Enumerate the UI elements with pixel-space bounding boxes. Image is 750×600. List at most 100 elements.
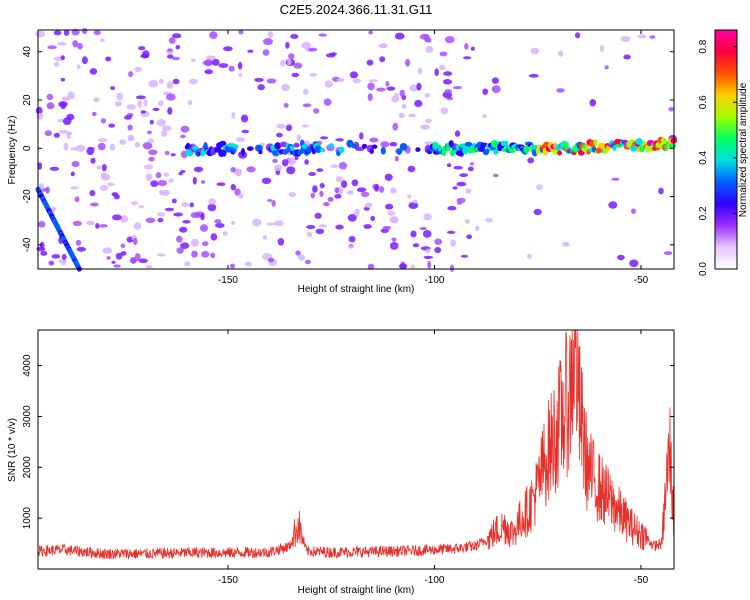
spectrogram-cell xyxy=(200,180,206,184)
spectrogram-cell xyxy=(276,123,286,129)
spectrogram-cell xyxy=(231,112,236,119)
spectrogram-cell xyxy=(291,72,300,78)
spectrogram-cell xyxy=(116,92,124,101)
spectrogram-cell xyxy=(192,176,197,185)
spectrogram-cell xyxy=(446,230,456,234)
spectrogram-cell xyxy=(112,214,122,221)
spectrogram-cell xyxy=(442,91,453,99)
carrier-band-cell xyxy=(593,139,598,147)
spectrogram-cell xyxy=(201,241,209,247)
spectrogram-cell xyxy=(288,192,297,197)
carrier-band-cell xyxy=(338,146,345,153)
spectrogram-cell xyxy=(423,213,432,221)
spectrogram-cell xyxy=(89,190,96,197)
spectrogram-cell xyxy=(425,45,434,53)
spectrogram-cell xyxy=(346,190,354,195)
spectrogram-cell xyxy=(170,153,176,157)
spectrogram-cell xyxy=(367,263,375,270)
spectrogram-cell xyxy=(360,191,370,197)
spectrogram-cell xyxy=(172,56,180,61)
y-tick-label: 0 xyxy=(22,145,33,151)
spectrogram-cell xyxy=(203,59,214,67)
spectrogram-cell xyxy=(214,219,222,224)
spectrogram-cell xyxy=(171,198,177,204)
spectrogram-cell xyxy=(157,212,166,217)
spectrogram-cell xyxy=(124,115,132,120)
spectrogram-cell xyxy=(296,134,301,142)
spectrogram-cell xyxy=(182,220,191,224)
spectrogram-cell xyxy=(663,251,673,256)
spectrogram-cell xyxy=(187,100,193,106)
spectrogram-cell xyxy=(316,168,324,172)
spectrogram-cell xyxy=(385,81,390,87)
spectrogram-cell xyxy=(312,185,318,193)
y-tick-label: 1000 xyxy=(22,507,33,530)
carrier-band-cell xyxy=(246,146,254,152)
spectrogram-cell xyxy=(459,173,469,178)
spectrogram-cell xyxy=(60,55,65,61)
spectrogram-cell xyxy=(608,201,618,209)
spectrogram-cell xyxy=(45,186,50,194)
spectrogram-cell xyxy=(189,202,194,208)
spectrogram-cell xyxy=(247,49,254,53)
spectrogram-cell xyxy=(162,125,172,131)
carrier-band-cell xyxy=(635,138,643,145)
spectrogram-cell xyxy=(157,218,164,223)
spectrogram-cell xyxy=(414,99,423,108)
carrier-band-cell xyxy=(219,140,227,147)
spectrogram-cell xyxy=(434,238,443,245)
snr-frame xyxy=(37,329,675,570)
spectrogram-cell xyxy=(283,102,289,108)
spectrogram-cell xyxy=(48,260,54,266)
spectrogram-cell xyxy=(407,165,416,173)
spectrogram-cell xyxy=(164,207,175,212)
spectrogram-cell xyxy=(175,45,181,50)
spectrogram-cell xyxy=(37,221,46,228)
spectrogram-cell xyxy=(167,48,173,52)
spectrogram-cell xyxy=(271,200,276,207)
spectrogram-cell xyxy=(128,71,134,78)
spectrogram-cell xyxy=(111,192,119,197)
spectrogram-cell xyxy=(394,32,405,40)
spectrogram-cell xyxy=(180,170,186,173)
spectrogram-cell xyxy=(161,189,170,197)
spectrogram-cell xyxy=(274,220,284,227)
spectrogram-cell xyxy=(99,185,109,191)
spectrogram-cell xyxy=(81,27,88,35)
spectrogram-cell xyxy=(385,203,394,210)
spectrogram-cell xyxy=(145,173,153,182)
snr-y-axis-label: SNR (10 * v/v) xyxy=(7,418,18,482)
spectrogram-cell xyxy=(71,161,80,168)
spectrogram-cell xyxy=(190,212,201,219)
carrier-band-cell xyxy=(328,143,334,149)
spectrogram-cell xyxy=(575,32,581,39)
spectrogram-cell xyxy=(110,86,115,91)
spectrogram-cell xyxy=(148,156,155,162)
spectrogram-cell xyxy=(347,214,357,222)
spectrogram-cell xyxy=(47,45,57,50)
spectrogram-cell xyxy=(378,43,388,49)
spectrogram-cell xyxy=(290,34,299,39)
spectrogram-cell xyxy=(70,186,79,190)
spectrogram-cell xyxy=(216,182,226,186)
spectrogram-cell xyxy=(475,225,480,232)
spectrogram-cell xyxy=(246,166,256,173)
spectrogram-cell xyxy=(295,250,301,256)
spectrogram-cell xyxy=(379,186,385,193)
carrier-band-cell xyxy=(389,142,398,147)
spectrogram-cell xyxy=(589,99,597,107)
spectrogram-cell xyxy=(133,237,138,246)
spectrogram-cell xyxy=(351,179,359,187)
spectrogram-cell xyxy=(416,82,422,91)
spectrogram-cell xyxy=(336,77,345,83)
spectrogram-cell xyxy=(44,130,52,137)
spectrogram-cell xyxy=(599,44,605,53)
spectrogram-cell xyxy=(138,46,146,51)
spectrogram-cell xyxy=(308,47,318,52)
spectrogram-cell xyxy=(89,68,98,75)
spectrogram-cell xyxy=(241,129,250,134)
spectrogram-cell xyxy=(301,41,312,50)
spectrogram-cell xyxy=(267,31,274,39)
spectrogram-cell xyxy=(286,166,296,175)
spectrogram-cell xyxy=(530,47,540,55)
